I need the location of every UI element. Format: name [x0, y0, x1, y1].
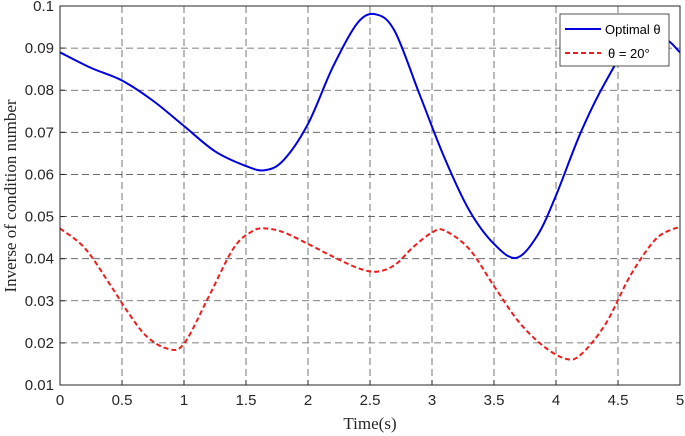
x-tick-label: 3: [428, 392, 436, 409]
x-tick-label: 2: [304, 392, 312, 409]
y-tick-label: 0.04: [25, 251, 54, 268]
x-tick-label: 0: [56, 392, 64, 409]
series-layer: [59, 12, 681, 361]
legend-label-theta20: θ = 20°: [608, 46, 650, 61]
x-tick-label: 4: [552, 392, 560, 409]
y-tick-label: 0.06: [25, 166, 54, 183]
tick-marks: [59, 5, 681, 386]
legend: Optimal θ θ = 20°: [559, 13, 670, 67]
y-tick-label: 0.09: [25, 40, 54, 57]
x-tick-label: 4.5: [608, 392, 629, 409]
y-tick-label: 0.03: [25, 293, 54, 310]
x-tick-label: 1.5: [236, 392, 257, 409]
series-line-theta20: [59, 226, 681, 361]
x-tick-labels: 0 0.5 1 1.5 2 2.5 3 3.5 4 4.5 5: [56, 392, 684, 409]
legend-box: [559, 13, 670, 67]
y-tick-label: 0.08: [25, 82, 54, 99]
y-tick-label: 0.07: [25, 124, 54, 141]
y-tick-label: 0.01: [25, 377, 54, 394]
y-axis-label: Inverse of condition number: [1, 99, 20, 292]
x-tick-label: 0.5: [112, 392, 133, 409]
x-tick-label: 3.5: [484, 392, 505, 409]
x-tick-label: 5: [676, 392, 684, 409]
x-axis-label: Time(s): [343, 414, 396, 433]
x-tick-label: 1: [180, 392, 188, 409]
x-tick-label: 2.5: [360, 392, 381, 409]
series-line-optimal: [59, 12, 681, 259]
y-tick-label: 0.05: [25, 209, 54, 226]
y-tick-label: 0.1: [33, 0, 54, 15]
legend-label-optimal: Optimal θ: [605, 22, 661, 37]
y-tick-labels: 0.01 0.02 0.03 0.04 0.05 0.06 0.07 0.08 0.09 0.1: [25, 0, 54, 394]
y-tick-label: 0.02: [25, 335, 54, 352]
